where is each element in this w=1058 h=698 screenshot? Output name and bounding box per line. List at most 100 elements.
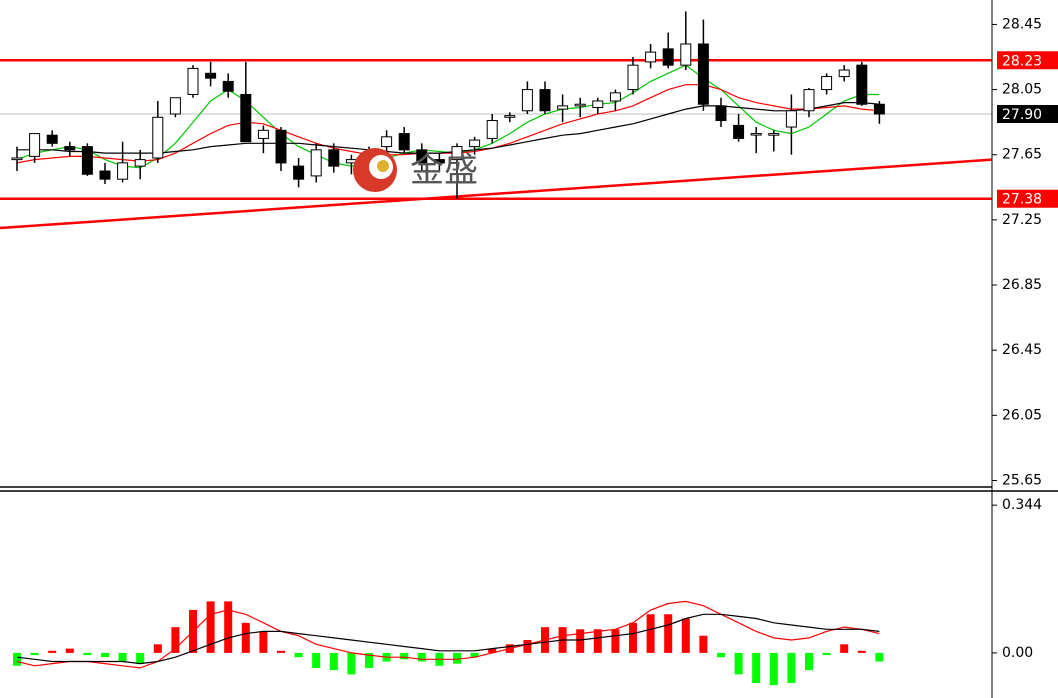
- candle-body: [64, 146, 76, 151]
- histogram-bar: [65, 648, 74, 653]
- candle-body: [785, 110, 797, 128]
- y-tick-label: 26.05: [1002, 407, 1042, 423]
- histogram-bar: [734, 652, 743, 675]
- histogram-bar: [224, 601, 233, 653]
- candle-body: [768, 133, 780, 136]
- histogram-bar: [400, 652, 409, 660]
- candle-body: [451, 146, 463, 161]
- candle-body: [29, 133, 41, 157]
- y-tick-label: 26.85: [1002, 277, 1042, 293]
- candle-body: [81, 146, 93, 175]
- indicator-line: [16, 600, 880, 669]
- candle-body: [99, 170, 111, 180]
- candle-body: [521, 89, 533, 112]
- histogram-bar: [365, 652, 373, 668]
- histogram-bar: [488, 648, 497, 653]
- candle-body: [257, 129, 269, 139]
- candle-body: [222, 80, 234, 92]
- histogram-bar: [48, 650, 57, 653]
- y-tick-label: 25.65: [1002, 472, 1042, 488]
- indicator-line: [16, 84, 880, 164]
- y-tick-label: 28.05: [1002, 82, 1042, 98]
- histogram-bar: [840, 644, 849, 653]
- candle-body: [328, 149, 340, 167]
- histogram-bar: [699, 635, 708, 653]
- y-tick-label: 0.344: [1002, 497, 1042, 513]
- y-tick-label: 26.45: [1002, 342, 1042, 358]
- trend-line: [0, 158, 993, 230]
- histogram-bar: [13, 652, 21, 666]
- histogram-bar: [101, 652, 109, 658]
- histogram-bar: [347, 652, 356, 675]
- histogram-bar: [277, 650, 285, 653]
- level-badge: [997, 51, 1058, 70]
- candle-body: [187, 67, 199, 95]
- candle-body: [680, 43, 692, 66]
- plot-layer: [0, 11, 993, 686]
- watermark-logo: [377, 160, 389, 172]
- candle-body: [293, 165, 305, 180]
- histogram-bar: [664, 614, 673, 653]
- histogram-bar: [576, 629, 585, 653]
- candle-body: [46, 134, 58, 144]
- histogram-bar: [857, 650, 866, 653]
- histogram-bar: [83, 652, 92, 656]
- histogram-bar: [593, 629, 602, 653]
- histogram-bar: [329, 652, 338, 671]
- histogram-bar: [294, 652, 303, 658]
- histogram-bar: [136, 652, 145, 664]
- candle-body: [715, 105, 727, 122]
- y-tick-label: 27.65: [1002, 147, 1042, 163]
- candle-body: [557, 105, 569, 110]
- histogram-bar: [153, 644, 162, 653]
- candle-body: [627, 64, 639, 91]
- candle-body: [856, 64, 868, 105]
- histogram-bar: [241, 622, 250, 653]
- candle-body: [416, 149, 428, 164]
- candle-body: [381, 136, 393, 148]
- histogram-bar: [752, 652, 761, 683]
- candle-body: [275, 129, 287, 164]
- level-badge: [997, 189, 1058, 208]
- histogram-bar: [805, 652, 813, 671]
- candle-body: [821, 76, 833, 91]
- histogram-bar: [822, 652, 831, 656]
- watermark-text: 金盛: [410, 151, 478, 191]
- level-label: 27.38: [1002, 192, 1042, 208]
- histogram-bar: [681, 618, 690, 653]
- histogram-bar: [769, 652, 778, 686]
- candle-body: [152, 116, 164, 159]
- candle-body: [838, 69, 850, 78]
- histogram-bar: [629, 622, 637, 653]
- watermark: 金盛: [353, 148, 478, 192]
- histogram-bar: [417, 652, 426, 662]
- candle-body: [873, 103, 885, 115]
- candle-body: [11, 157, 23, 161]
- histogram-bar: [470, 652, 479, 658]
- candle-body: [645, 51, 657, 63]
- candle-body: [803, 89, 815, 112]
- histogram-bar: [206, 601, 215, 653]
- candle-body: [433, 159, 445, 164]
- indicator-line: [16, 613, 880, 665]
- histogram-bar: [171, 627, 180, 653]
- histogram-bar: [312, 652, 321, 668]
- candle-body: [697, 43, 709, 105]
- histogram-bar: [646, 614, 655, 653]
- candle-body: [539, 89, 551, 112]
- y-tick-label: 28.45: [1002, 16, 1042, 32]
- candle-body: [662, 48, 674, 66]
- candle-body: [169, 97, 181, 115]
- candle-body: [469, 139, 481, 148]
- candle-body: [310, 149, 322, 177]
- histogram-bar: [30, 652, 39, 656]
- histogram-bar: [259, 631, 268, 653]
- level-label: 27.90: [1002, 107, 1042, 123]
- candle-body: [750, 133, 762, 136]
- candle-body: [398, 133, 410, 151]
- level-badge: [997, 105, 1058, 124]
- level-label: 28.23: [1002, 53, 1042, 69]
- candle-body: [205, 72, 217, 79]
